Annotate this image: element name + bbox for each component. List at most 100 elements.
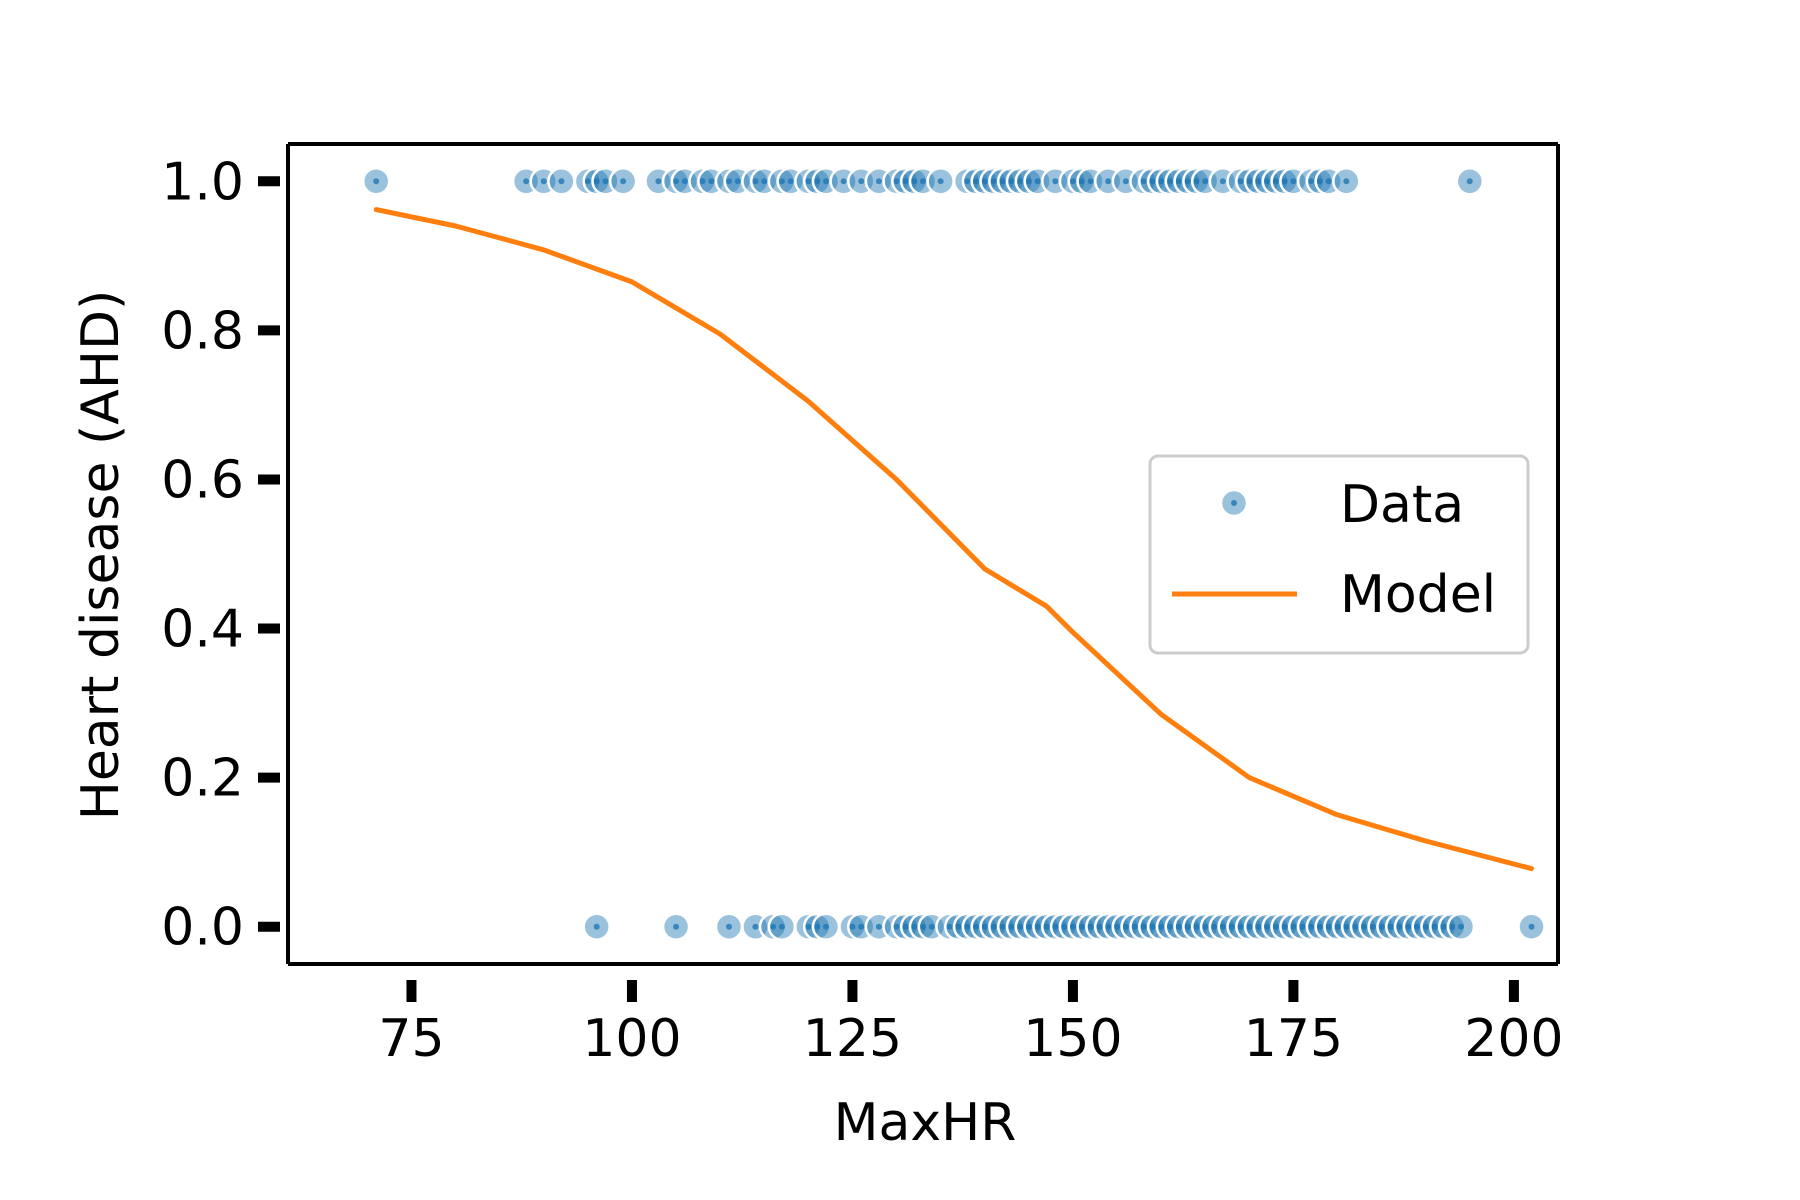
data-point-center xyxy=(1158,178,1165,185)
data-point-center xyxy=(1140,178,1147,185)
data-point-center xyxy=(990,923,997,930)
data-point-center xyxy=(920,178,926,185)
data-point xyxy=(802,912,832,941)
data-point-center xyxy=(955,923,962,930)
data-point-center xyxy=(1352,923,1359,930)
data-point-center xyxy=(1360,923,1367,930)
legend-box xyxy=(1148,454,1530,655)
data-point-center xyxy=(1272,178,1279,185)
data-point-center xyxy=(920,923,926,930)
data-point-center xyxy=(593,178,600,185)
data-point-center xyxy=(1378,923,1385,930)
data-point-center xyxy=(1052,178,1059,185)
data-point xyxy=(1446,912,1476,941)
data-point-center xyxy=(523,178,530,185)
x-tick-label: 150 xyxy=(1023,1009,1122,1069)
data-point-center xyxy=(1087,923,1094,930)
data-point-center xyxy=(1263,923,1270,930)
data-point-center xyxy=(1255,923,1262,930)
data-point-center xyxy=(822,923,829,930)
data-point-center xyxy=(972,178,979,185)
data-point-center xyxy=(822,178,829,185)
data-point-center xyxy=(875,178,882,185)
data-point xyxy=(582,912,611,941)
data-point-center xyxy=(1149,178,1156,185)
data-point-center xyxy=(1096,923,1103,930)
data-point-center xyxy=(1034,178,1041,185)
data-point xyxy=(811,912,841,941)
y-tick-label: 0.4 xyxy=(161,600,244,660)
y-tick-label: 0.2 xyxy=(161,749,244,809)
legend: Data Model xyxy=(1148,454,1530,655)
data-point-center xyxy=(849,923,856,930)
data-point-center xyxy=(1122,923,1129,930)
data-point-center xyxy=(946,923,953,930)
data-point-center xyxy=(1263,178,1270,185)
data-point-center xyxy=(1087,178,1094,185)
data-point-center xyxy=(805,178,812,185)
data-point-center xyxy=(373,178,380,185)
data-point-center xyxy=(1413,923,1420,930)
data-point-center xyxy=(734,178,741,185)
data-point-center xyxy=(1034,923,1041,930)
x-tick-label: 175 xyxy=(1244,1009,1343,1069)
data-point-center xyxy=(1025,923,1032,930)
data-point-center xyxy=(1316,923,1323,930)
data-point-center xyxy=(1343,178,1350,185)
data-point-center xyxy=(1131,923,1138,930)
data-point-center xyxy=(1334,923,1341,930)
data-point xyxy=(714,912,744,941)
data-point-center xyxy=(725,178,732,185)
y-tick-label: 0.6 xyxy=(161,450,244,510)
data-point-center xyxy=(1272,923,1279,930)
data-point-center xyxy=(1219,178,1226,185)
model-curve-layer xyxy=(373,207,1534,872)
x-tick-label: 75 xyxy=(378,1009,444,1069)
data-point-center xyxy=(752,178,759,185)
data-point-center xyxy=(1431,923,1438,930)
data-point-center xyxy=(699,178,706,185)
data-point-center xyxy=(1237,178,1244,185)
data-point-center xyxy=(1202,178,1209,185)
data-point-center xyxy=(972,923,979,930)
data-point-center xyxy=(911,178,918,185)
data-point xyxy=(908,912,938,941)
data-point-center xyxy=(1078,178,1085,185)
data-point-center xyxy=(1440,923,1447,930)
model-curve xyxy=(373,207,1534,872)
data-point-center xyxy=(1237,923,1244,930)
data-point-center xyxy=(787,178,794,185)
data-point-center xyxy=(725,923,732,930)
data-point xyxy=(758,912,788,941)
data-point-center xyxy=(875,923,882,930)
legend-data-marker xyxy=(1219,488,1249,518)
y-tick-label: 0.0 xyxy=(161,898,244,958)
data-point-center xyxy=(620,178,627,185)
data-point-center xyxy=(999,178,1006,185)
data-point-center xyxy=(1396,923,1403,930)
data-point-center xyxy=(1184,178,1191,185)
data-point-center xyxy=(1290,178,1297,185)
x-tick-label: 200 xyxy=(1464,1009,1563,1069)
data-point-center xyxy=(858,923,865,930)
data-point-center xyxy=(1052,923,1059,930)
data-point-center xyxy=(1166,923,1173,930)
data-point-center xyxy=(902,178,909,185)
y-tick-label: 0.8 xyxy=(161,301,244,361)
data-point xyxy=(661,167,691,196)
x-tick-label: 100 xyxy=(582,1009,681,1069)
data-point-center xyxy=(1158,923,1165,930)
data-point-center xyxy=(778,923,785,930)
data-point-center xyxy=(893,178,900,185)
data-point-center xyxy=(602,178,609,185)
data-point-center xyxy=(1281,178,1288,185)
data-point-center xyxy=(981,923,988,930)
data-point-center xyxy=(1228,923,1235,930)
data-point-center xyxy=(708,178,715,185)
data-point xyxy=(1455,167,1485,196)
data-point-center xyxy=(1343,923,1350,930)
data-point-center xyxy=(593,923,600,930)
data-point xyxy=(1517,912,1546,941)
data-point-center xyxy=(1175,178,1182,185)
